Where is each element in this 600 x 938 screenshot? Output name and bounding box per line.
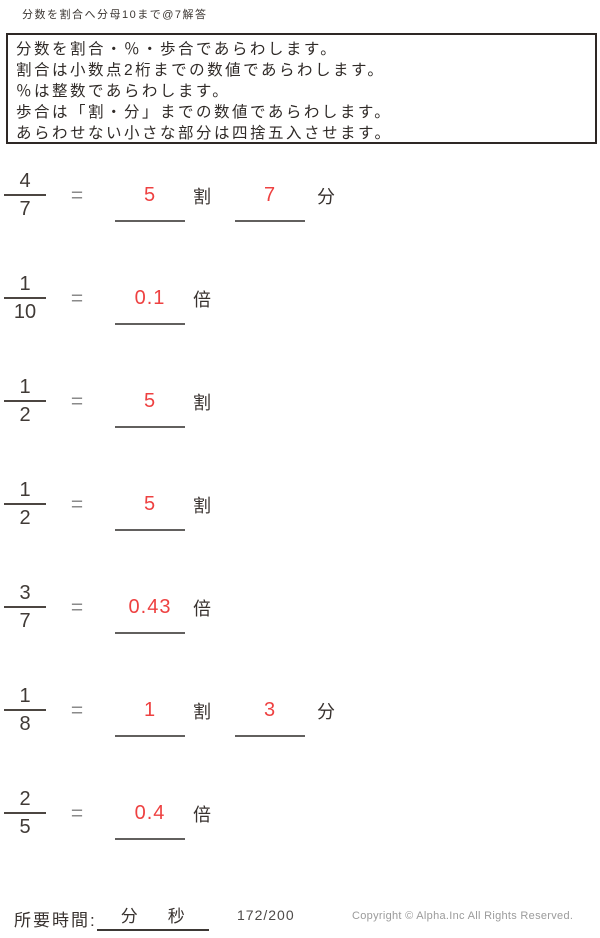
answer-value: 7 [263, 183, 277, 206]
fraction-numerator: 1 [4, 685, 46, 711]
answer-value: 0.43 [128, 595, 172, 618]
unit-label: 割 [193, 393, 211, 413]
fraction: 1 10 [4, 273, 46, 325]
fraction: 1 2 [4, 376, 46, 428]
problem-row: 1 2 = 5 割 [4, 479, 211, 531]
required-time-row: 所要時間: 分 秒 [14, 902, 209, 931]
unit-label: 割 [193, 702, 211, 722]
instruction-line: 割合は小数点2桁までの数値であらわします。 [16, 62, 386, 79]
answer-blank: 5 [115, 479, 185, 531]
problem-row: 3 7 = 0.43 倍 [4, 582, 211, 634]
unit-label: 倍 [193, 599, 211, 619]
problem-row: 1 2 = 5 割 [4, 376, 211, 428]
equals-sign: = [70, 596, 84, 619]
fraction: 1 2 [4, 479, 46, 531]
answer-blank: 5 [115, 170, 185, 222]
problem-row: 1 8 = 1 割 3 分 [4, 685, 335, 737]
time-entry-line: 分 秒 [96, 902, 209, 931]
answer-value: 5 [143, 389, 157, 412]
unit-label: 分 [317, 702, 335, 722]
fraction-denominator: 2 [19, 404, 31, 426]
doc-title: 分数を割合へ分母10まで@7解答 [22, 9, 208, 21]
fraction: 1 8 [4, 685, 46, 737]
answer-blank: 0.4 [115, 788, 185, 840]
fraction-numerator: 3 [4, 582, 46, 608]
equals-sign: = [70, 287, 84, 310]
answer-value: 0.1 [134, 286, 166, 309]
unit-label: 割 [193, 187, 211, 207]
answer-value: 3 [263, 698, 277, 721]
equals-sign: = [70, 390, 84, 413]
answer-blank: 0.1 [115, 273, 185, 325]
unit-label: 割 [193, 496, 211, 516]
answer-value: 0.4 [134, 801, 166, 824]
fraction-denominator: 8 [19, 713, 31, 735]
fraction-numerator: 4 [4, 170, 46, 196]
seconds-unit-label: 秒 [167, 907, 187, 926]
answer-value: 1 [143, 698, 157, 721]
equals-sign: = [70, 699, 84, 722]
instruction-line: 歩合は「割・分」までの数値であらわします。 [16, 104, 393, 121]
answer-blank: 3 [235, 685, 305, 737]
fraction-denominator: 5 [19, 816, 31, 838]
answer-blank: 7 [235, 170, 305, 222]
answer-blank: 0.43 [115, 582, 185, 634]
unit-label: 倍 [193, 805, 211, 825]
fraction-numerator: 1 [4, 376, 46, 402]
fraction: 3 7 [4, 582, 46, 634]
problem-row: 1 10 = 0.1 倍 [4, 273, 211, 325]
fraction-numerator: 1 [4, 273, 46, 299]
fraction: 2 5 [4, 788, 46, 840]
equals-sign: = [70, 493, 84, 516]
fraction-denominator: 7 [19, 198, 31, 220]
fraction-denominator: 2 [19, 507, 31, 529]
copyright-notice: Copyright © Alpha.Inc All Rights Reserve… [352, 910, 574, 922]
unit-label: 倍 [193, 290, 211, 310]
required-time-label: 所要時間: [14, 911, 97, 930]
instruction-line: ％は整数であらわします。 [16, 83, 231, 100]
problem-row: 4 7 = 5 割 7 分 [4, 170, 335, 222]
fraction-numerator: 1 [4, 479, 46, 505]
fraction-numerator: 2 [4, 788, 46, 814]
page-number: 172/200 [237, 907, 295, 923]
unit-label: 分 [317, 187, 335, 207]
fraction-denominator: 10 [13, 301, 37, 323]
equals-sign: = [70, 802, 84, 825]
fraction-denominator: 7 [19, 610, 31, 632]
answer-value: 5 [143, 492, 157, 515]
answer-blank: 5 [115, 376, 185, 428]
instruction-line: 分数を割合・％・歩合であらわします。 [16, 41, 339, 58]
problem-row: 2 5 = 0.4 倍 [4, 788, 211, 840]
minutes-unit-label: 分 [120, 907, 140, 926]
answer-blank: 1 [115, 685, 185, 737]
instruction-line: あらわせない小さな部分は四捨五入させます。 [16, 125, 393, 142]
instruction-box: 分数を割合・％・歩合であらわします。 割合は小数点2桁までの数値であらわします。… [6, 33, 597, 144]
fraction: 4 7 [4, 170, 46, 222]
answer-value: 5 [143, 183, 157, 206]
equals-sign: = [70, 184, 84, 207]
